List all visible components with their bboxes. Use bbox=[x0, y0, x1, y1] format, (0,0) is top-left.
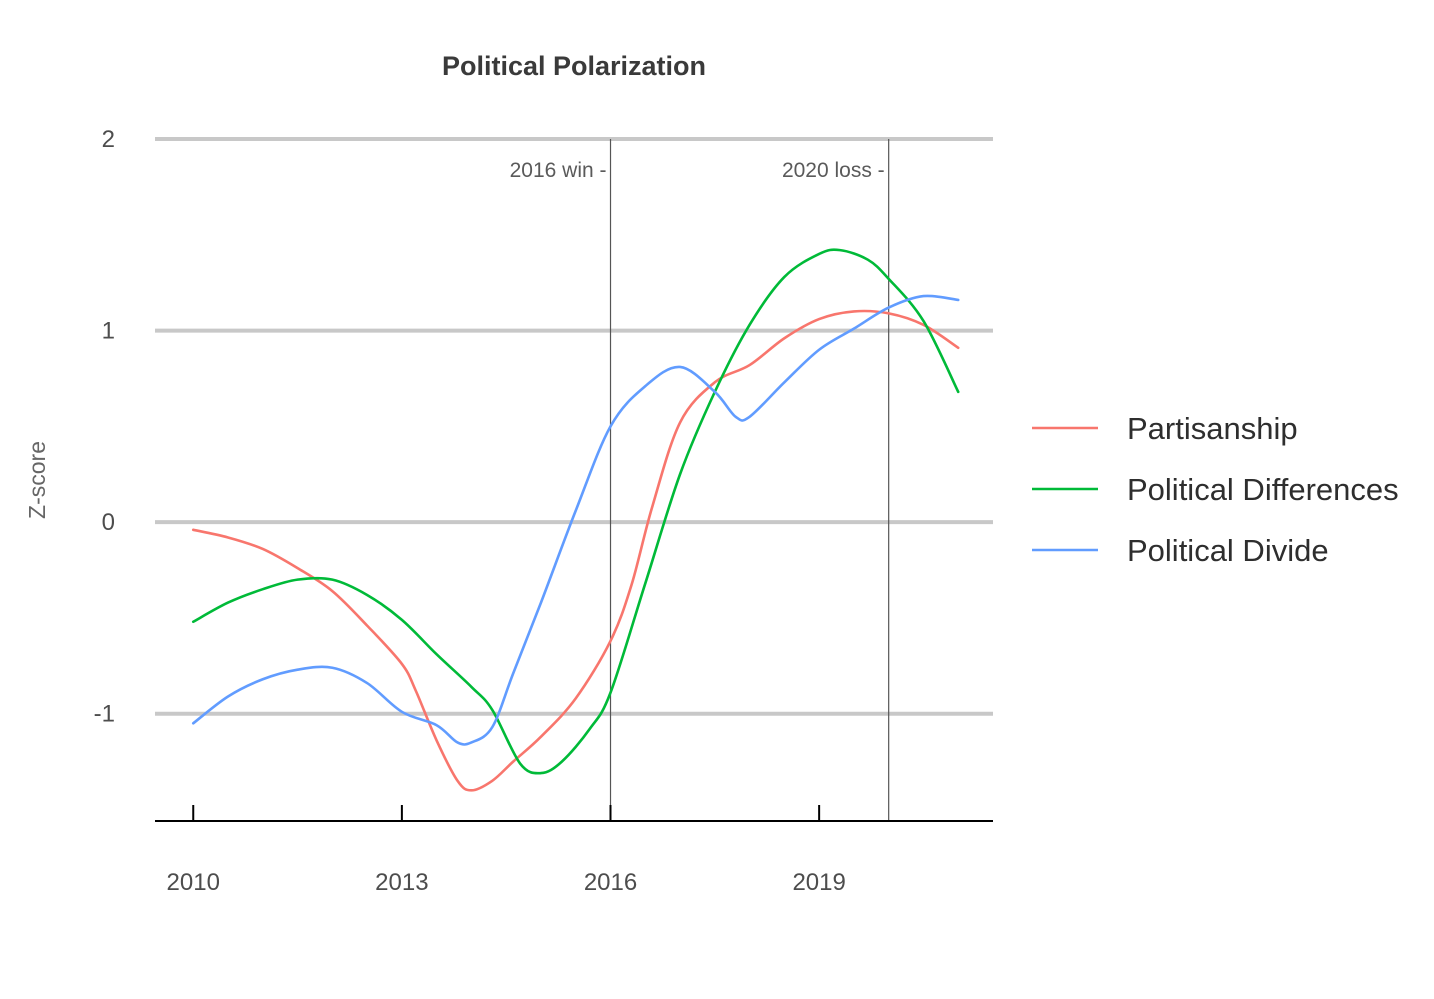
annotation-label: 2020 loss - bbox=[782, 159, 885, 182]
series-line-partisanship bbox=[191, 309, 960, 792]
x-tick-label: 2013 bbox=[375, 869, 428, 896]
x-tick-label: 2010 bbox=[167, 869, 220, 896]
y-axis-title: Z-score bbox=[24, 441, 50, 519]
x-tick-label: 2016 bbox=[584, 869, 637, 896]
annotation-label: 2016 win - bbox=[510, 159, 607, 182]
y-tick-labels: -1 0 1 2 bbox=[94, 126, 115, 728]
legend: Partisanship Political Differences Politic… bbox=[1032, 411, 1399, 568]
series-lines bbox=[191, 248, 960, 792]
legend-label-partisanship: Partisanship bbox=[1127, 411, 1298, 446]
x-axis: 2010 2013 2016 2019 bbox=[155, 805, 993, 896]
grid-lines bbox=[155, 137, 993, 716]
series-line-political-divide bbox=[191, 294, 960, 746]
y-tick-label: -1 bbox=[94, 701, 115, 728]
annotations: 2016 win - 2020 loss - bbox=[510, 139, 890, 821]
chart-title: Political Polarization bbox=[442, 51, 706, 81]
legend-label-political-divide: Political Divide bbox=[1127, 533, 1329, 568]
x-tick-label: 2019 bbox=[792, 869, 845, 896]
y-tick-label: 1 bbox=[102, 318, 115, 345]
y-tick-label: 0 bbox=[102, 509, 115, 536]
legend-label-political-differences: Political Differences bbox=[1127, 472, 1399, 507]
series-line-political-differences bbox=[191, 248, 960, 775]
y-tick-label: 2 bbox=[102, 126, 115, 153]
